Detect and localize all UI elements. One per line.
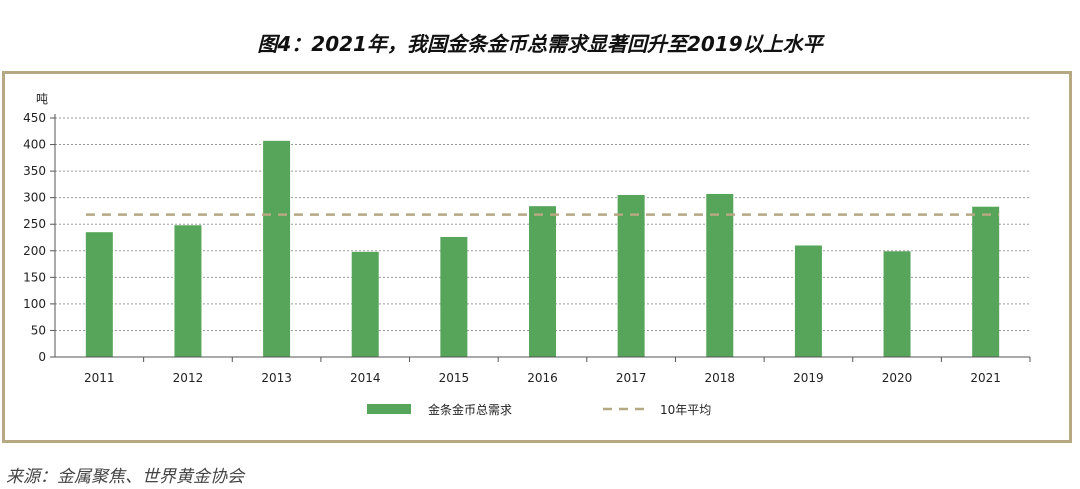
- bar-2016: [529, 206, 556, 357]
- x-tick-label: 2012: [173, 371, 204, 385]
- source-note: 来源：金属聚焦、世界黄金协会: [6, 467, 244, 487]
- x-tick-label: 2013: [261, 371, 292, 385]
- chart-title: 图4：2021年，我国金条金币总需求显著回升至2019以上水平: [257, 32, 823, 56]
- y-tick-label: 150: [23, 270, 46, 284]
- bar-2019: [794, 245, 822, 357]
- y-tick-label: 350: [23, 164, 46, 178]
- bar-2017: [617, 195, 645, 357]
- x-tick-label: 2017: [616, 371, 647, 385]
- bar-2011: [85, 232, 113, 357]
- y-tick-label: 200: [23, 244, 46, 258]
- bar-2015: [440, 236, 468, 357]
- legend-label-average: 10年平均: [660, 403, 711, 417]
- y-axis-label: 吨: [36, 92, 48, 106]
- x-tick-label: 2011: [84, 371, 115, 385]
- y-tick-label: 250: [23, 217, 46, 231]
- bar-2020: [883, 251, 911, 357]
- bar-2018: [706, 193, 734, 357]
- bar-2013: [263, 140, 291, 357]
- x-tick-label: 2016: [527, 371, 558, 385]
- y-tick-label: 400: [23, 138, 46, 152]
- y-tick-label: 300: [23, 191, 46, 205]
- legend-swatch-demand: [367, 404, 411, 414]
- y-tick-label: 50: [31, 323, 46, 337]
- x-tick-label: 2018: [704, 371, 735, 385]
- bar-2012: [174, 225, 202, 357]
- bar-2021: [972, 206, 1000, 357]
- y-tick-label: 100: [23, 297, 46, 311]
- x-tick-label: 2014: [350, 371, 381, 385]
- x-tick-label: 2019: [793, 371, 824, 385]
- x-tick-label: 2021: [970, 371, 1001, 385]
- bar-2014: [351, 251, 379, 357]
- y-tick-label: 0: [38, 350, 46, 364]
- legend-label-demand: 金条金币总需求: [428, 402, 512, 417]
- x-tick-label: 2020: [882, 371, 913, 385]
- x-tick-label: 2015: [439, 371, 470, 385]
- y-tick-label: 450: [23, 111, 46, 125]
